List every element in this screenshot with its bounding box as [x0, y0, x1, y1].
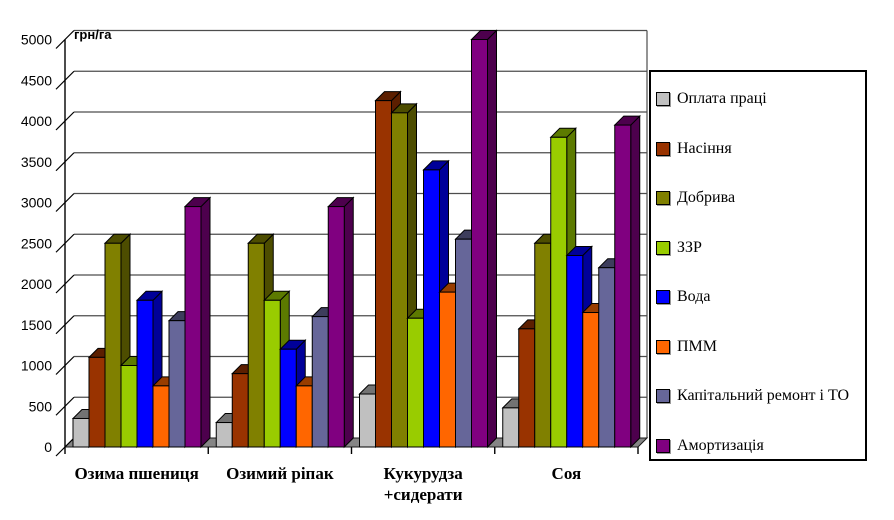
y-tick — [55, 233, 75, 253]
bar-front-face — [231, 373, 249, 448]
bar-front-face — [120, 365, 138, 448]
bar-7-0 — [183, 196, 212, 449]
y-tick — [55, 274, 75, 294]
bar-front-face — [614, 124, 632, 448]
bar-side-face — [630, 114, 641, 449]
legend-item-label: Оплата праці — [677, 90, 767, 107]
bar-7-2 — [470, 29, 498, 449]
y-tick-label-2000: 2000 — [21, 276, 52, 292]
legend-color-swatch — [656, 290, 670, 304]
x-axis: Озима пшениця Озимий ріпак Кукурудза +сидер… — [64, 447, 639, 504]
bar-front-face — [359, 393, 376, 448]
legend-item: Оплата праці — [656, 88, 767, 110]
bars-group-1 — [215, 196, 355, 449]
bar-front-face — [72, 417, 90, 448]
legend-item: ПММ — [656, 336, 717, 358]
legend-item: Добрива — [656, 187, 735, 209]
legend-item: Амортизація — [656, 435, 764, 457]
category-label-1: Озимий ріпак — [226, 464, 334, 483]
y-tick — [55, 356, 75, 375]
bar-front-face — [407, 317, 424, 448]
y-tick — [55, 396, 75, 416]
y-tick-label-1000: 1000 — [21, 358, 52, 374]
legend-item-label: Насіння — [677, 139, 732, 157]
bar-front-face — [550, 136, 568, 448]
bar-front-face — [263, 299, 281, 448]
category-label-3: Соя — [552, 464, 582, 483]
y-tick — [55, 70, 75, 90]
bars-group-3 — [501, 114, 641, 449]
bar-front-face — [566, 254, 584, 448]
y-tick — [55, 30, 75, 49]
bar-front-face — [168, 320, 186, 448]
bar-front-face — [152, 385, 170, 448]
legend-color-swatch — [656, 240, 670, 255]
category-label-0: Озима пшениця — [74, 464, 198, 483]
bar-front-face — [471, 39, 488, 448]
bar-front-face — [518, 328, 536, 448]
bar-7-3 — [613, 114, 641, 449]
y-tick-label-0: 0 — [44, 439, 52, 455]
bar-7-1 — [327, 196, 355, 449]
bars-group-2 — [358, 29, 498, 449]
y-tick — [55, 193, 75, 212]
legend-item: Капітальний ремонт і ТО — [656, 385, 849, 407]
bar-front-face — [215, 422, 233, 448]
chart-legend: Оплата праці Насіння Добрива ЗЗР Вода ПММ Капі… — [649, 70, 867, 461]
y-tick-label-2500: 2500 — [21, 235, 52, 251]
bars-group-0 — [71, 196, 212, 449]
y-tick-label-3000: 3000 — [21, 195, 52, 211]
legend-item-label: ПММ — [677, 337, 718, 355]
legend-item: Вода — [656, 286, 710, 308]
bar-front-face — [327, 206, 345, 448]
bar-front-face — [184, 206, 202, 448]
legend-color-swatch — [656, 389, 670, 403]
legend-color-swatch — [656, 191, 670, 205]
bar-front-face — [104, 242, 122, 448]
bar-front-face — [423, 169, 440, 448]
y-tick — [55, 315, 75, 335]
legend-item-label: Добрива — [677, 189, 736, 206]
bar-front-face — [439, 291, 456, 448]
bar-front-face — [247, 242, 265, 448]
y-axis: 0 500 1000 1500 2000 2500 3000 3500 4000 4500 5000 — [21, 30, 75, 457]
bar-front-face — [391, 112, 408, 448]
bar-front-face — [598, 267, 616, 448]
y-tick-label-4500: 4500 — [21, 72, 52, 88]
bar-front-face — [311, 316, 329, 448]
legend-color-swatch — [656, 339, 670, 354]
bar-side-face — [343, 196, 354, 449]
bar-front-face — [582, 312, 600, 448]
category-label-2: Кукурудза +сидерати — [383, 464, 463, 504]
legend-color-swatch — [656, 92, 670, 106]
bar-front-face — [136, 299, 154, 448]
bar-front-face — [502, 407, 520, 448]
bar-front-face — [295, 385, 313, 448]
y-axis-unit-label: грн/га — [74, 27, 112, 42]
bar-front-face — [375, 100, 392, 448]
y-tick-label-3500: 3500 — [21, 154, 52, 170]
y-tick-label-5000: 5000 — [21, 32, 52, 48]
legend-item: Насіння — [656, 138, 732, 160]
bar-side-face — [200, 196, 211, 449]
y-tick-label-500: 500 — [29, 398, 53, 414]
y-tick-label-4000: 4000 — [21, 113, 52, 129]
legend-item-label: ЗЗР — [677, 238, 702, 256]
legend-item-label: Капітальний ремонт і ТО — [677, 387, 850, 404]
legend-item: ЗЗР — [656, 237, 702, 259]
bar-side-face — [487, 29, 497, 449]
bar-front-face — [534, 242, 552, 448]
legend-color-swatch — [656, 141, 670, 156]
legend-item-label: Вода — [677, 288, 711, 305]
bar-front-face — [88, 356, 106, 448]
y-tick — [55, 152, 75, 172]
y-tick-label-1500: 1500 — [21, 317, 52, 333]
bar-front-face — [279, 348, 297, 448]
legend-color-swatch — [656, 438, 670, 453]
legend-item-label: Амортизація — [677, 436, 764, 454]
y-tick — [55, 111, 75, 131]
bar-front-face — [455, 238, 472, 448]
